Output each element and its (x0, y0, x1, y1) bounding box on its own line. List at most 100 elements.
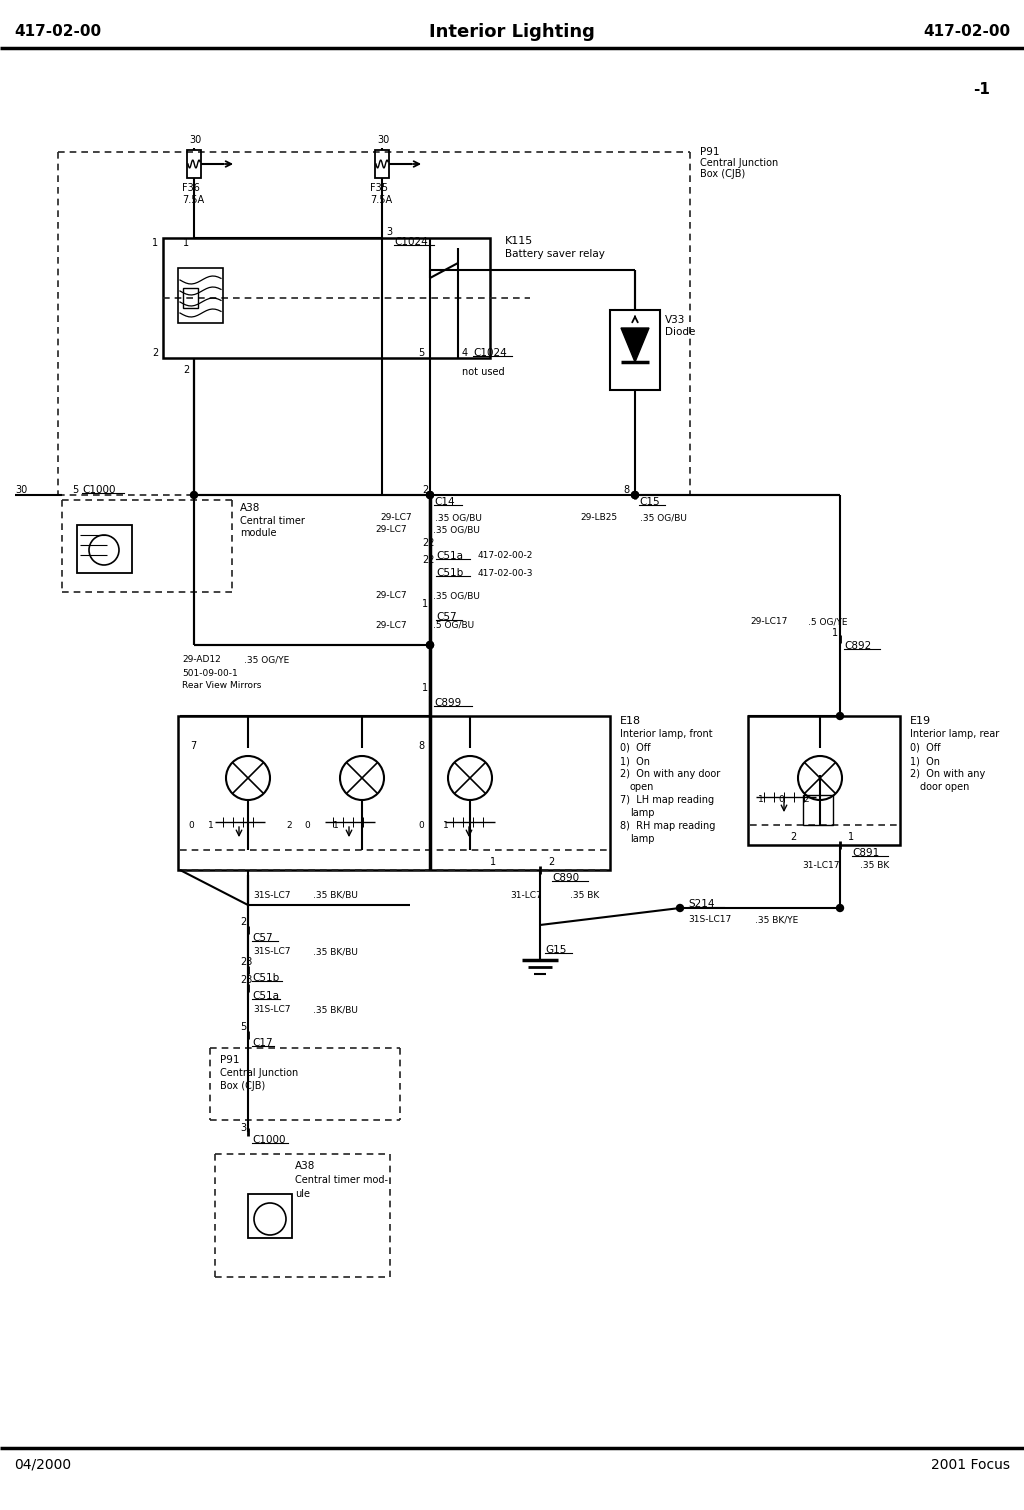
Text: Battery saver relay: Battery saver relay (505, 249, 605, 260)
Text: 1: 1 (422, 683, 428, 693)
Text: 22: 22 (422, 538, 434, 548)
Text: lamp: lamp (630, 808, 654, 818)
Text: C892: C892 (844, 642, 871, 651)
Text: 30: 30 (377, 134, 389, 145)
Circle shape (190, 491, 198, 498)
Bar (163, 239, 490, 358)
Text: 1: 1 (208, 820, 214, 829)
Text: Diode: Diode (665, 328, 695, 337)
Text: 2: 2 (422, 485, 428, 495)
Text: 30: 30 (15, 485, 28, 495)
Text: Rear View Mirrors: Rear View Mirrors (182, 681, 261, 690)
Circle shape (427, 642, 433, 648)
Text: E18: E18 (620, 716, 641, 726)
Text: .35 BK/BU: .35 BK/BU (313, 891, 357, 900)
Text: ule: ule (295, 1188, 310, 1199)
Text: 8: 8 (623, 485, 629, 495)
Text: .35 OG/BU: .35 OG/BU (433, 592, 480, 601)
Text: not used: not used (462, 367, 505, 378)
Text: 7.5A: 7.5A (182, 195, 204, 205)
Text: C1024: C1024 (473, 347, 507, 358)
Text: 29-LC17: 29-LC17 (750, 618, 787, 627)
Text: -1: -1 (973, 83, 990, 98)
Text: 2)  On with any: 2) On with any (910, 769, 985, 779)
Text: A38: A38 (295, 1161, 315, 1170)
Text: door open: door open (920, 782, 970, 793)
Text: 2)  On with any door: 2) On with any door (620, 769, 720, 779)
Text: C1024: C1024 (394, 237, 428, 248)
Text: 0: 0 (778, 796, 783, 805)
Text: C57: C57 (436, 612, 457, 622)
Text: 5: 5 (240, 1022, 246, 1031)
Text: 2: 2 (790, 832, 797, 843)
Text: C14: C14 (434, 497, 455, 507)
Circle shape (427, 491, 433, 498)
Text: .35 BK/BU: .35 BK/BU (313, 1006, 357, 1015)
Text: C51a: C51a (436, 551, 463, 562)
Text: 29-AD12: 29-AD12 (182, 655, 221, 664)
Bar (178, 716, 610, 870)
Bar (803, 794, 833, 824)
Text: P91: P91 (700, 146, 720, 157)
Text: Central Junction: Central Junction (220, 1068, 298, 1078)
Text: 0)  Off: 0) Off (910, 743, 940, 753)
Text: 2: 2 (286, 820, 292, 829)
Text: 1: 1 (422, 599, 428, 609)
Circle shape (427, 491, 433, 498)
Text: C1000: C1000 (82, 485, 116, 495)
Text: 417-02-00-2: 417-02-00-2 (478, 551, 534, 560)
Text: 04/2000: 04/2000 (14, 1459, 71, 1472)
Text: P91: P91 (220, 1055, 240, 1065)
Text: 1: 1 (443, 820, 449, 829)
Text: Central timer: Central timer (240, 516, 305, 525)
Text: 8)  RH map reading: 8) RH map reading (620, 821, 716, 831)
Text: 29-LC7: 29-LC7 (375, 592, 407, 601)
Bar (187, 149, 201, 178)
Polygon shape (621, 328, 649, 362)
Text: 5: 5 (72, 485, 78, 495)
Text: .35 BK: .35 BK (860, 861, 889, 870)
Text: .35 OG/BU: .35 OG/BU (640, 513, 687, 522)
Text: 1)  On: 1) On (910, 757, 940, 766)
Text: G15: G15 (545, 945, 566, 954)
Text: Interior lamp, front: Interior lamp, front (620, 729, 713, 738)
Bar (248, 1194, 292, 1238)
Text: 1: 1 (183, 239, 189, 248)
Text: module: module (240, 528, 276, 538)
Text: 2001 Focus: 2001 Focus (931, 1459, 1010, 1472)
Circle shape (427, 642, 433, 648)
Text: 29-LC7: 29-LC7 (380, 513, 412, 522)
Text: 501-09-00-1: 501-09-00-1 (182, 669, 238, 678)
Text: C1000: C1000 (252, 1136, 286, 1145)
Text: 31-LC7: 31-LC7 (510, 891, 542, 900)
Text: 3: 3 (240, 1123, 246, 1132)
Text: .35 BK/BU: .35 BK/BU (313, 947, 357, 956)
Text: .5 OG/BU: .5 OG/BU (433, 621, 474, 630)
Text: 2: 2 (152, 347, 159, 358)
Text: 1: 1 (758, 796, 764, 805)
Circle shape (632, 491, 639, 498)
Text: V33: V33 (665, 316, 685, 325)
Circle shape (837, 904, 844, 912)
Text: A38: A38 (240, 503, 260, 513)
Text: Box (CJB): Box (CJB) (700, 169, 745, 180)
Text: 29-LB25: 29-LB25 (580, 513, 617, 522)
Text: .35 OG/BU: .35 OG/BU (435, 513, 482, 522)
Text: 1: 1 (490, 858, 496, 867)
Text: .5 OG/YE: .5 OG/YE (808, 618, 848, 627)
Text: 1: 1 (152, 239, 158, 248)
Text: C15: C15 (639, 497, 659, 507)
Text: 7.5A: 7.5A (370, 195, 392, 205)
Text: .35 OG/YE: .35 OG/YE (244, 655, 289, 664)
Text: 3: 3 (386, 226, 392, 237)
Text: 2: 2 (803, 796, 809, 805)
Text: K115: K115 (505, 236, 534, 246)
Text: 0: 0 (304, 820, 309, 829)
Text: 1)  On: 1) On (620, 757, 650, 766)
Text: .35 BK: .35 BK (570, 891, 599, 900)
Text: 0: 0 (418, 820, 424, 829)
Text: 8: 8 (418, 741, 424, 750)
Text: 31-LC17: 31-LC17 (802, 861, 840, 870)
Text: 23: 23 (240, 957, 252, 966)
Text: 2: 2 (240, 917, 246, 927)
